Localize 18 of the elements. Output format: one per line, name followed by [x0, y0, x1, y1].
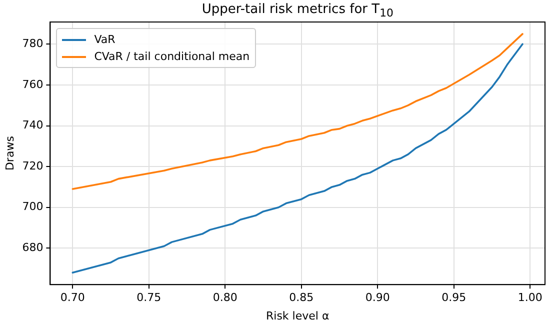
y-tick-label: 760: [22, 78, 44, 91]
legend-label: VaR: [94, 33, 116, 46]
y-tick-label: 740: [22, 118, 44, 132]
x-tick-label: 0.90: [365, 291, 390, 304]
x-tick-label: 0.75: [136, 291, 162, 304]
x-axis-title: Risk level α: [266, 309, 330, 322]
legend-label: CVaR / tail conditional mean: [94, 50, 250, 63]
x-tick-label: 0.70: [60, 291, 85, 304]
y-tick-label: 680: [22, 241, 44, 254]
y-tick-label: 720: [22, 159, 44, 172]
y-tick-label: 700: [22, 200, 44, 214]
x-tick-label: 0.95: [442, 291, 466, 304]
x-tick-label: 0.85: [289, 291, 314, 304]
y-tick-label: 780: [22, 37, 44, 50]
x-tick-label: 0.80: [212, 291, 238, 304]
x-tick-label: 1.00: [518, 291, 542, 304]
y-axis-title: Draws: [3, 136, 16, 171]
chart-title: Upper-tail risk metrics for T$_{10}$: [200, 2, 394, 20]
